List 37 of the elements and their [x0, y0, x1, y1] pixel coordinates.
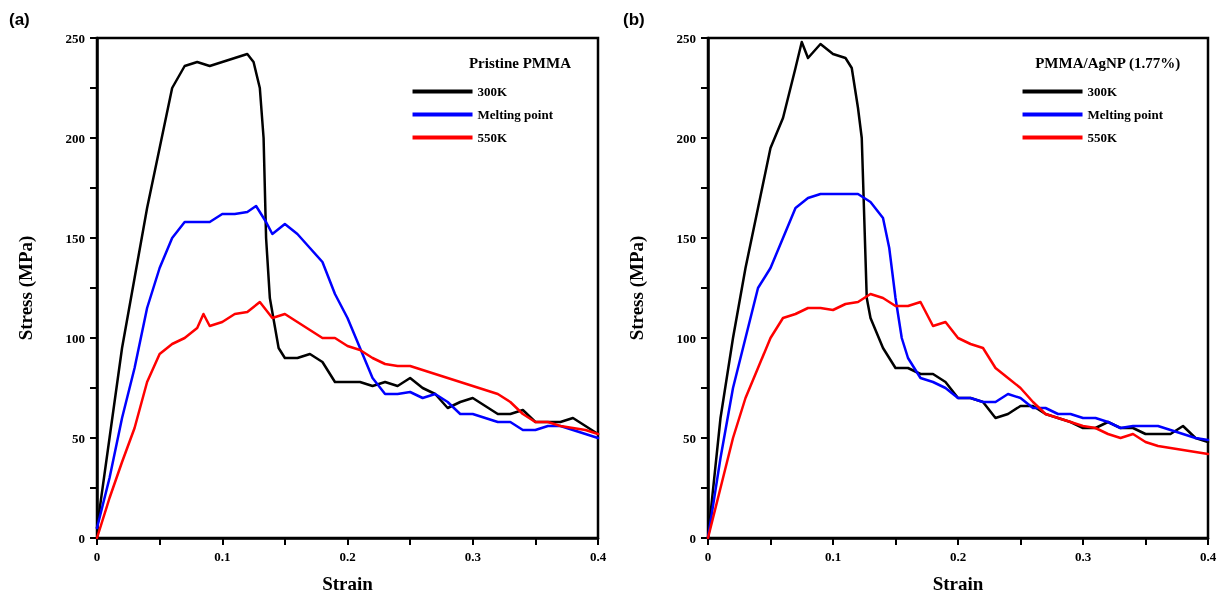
x-tick-label: 0.4	[1199, 549, 1217, 564]
x-axis-title: Strain	[932, 573, 984, 594]
y-tick-label: 0	[689, 530, 696, 546]
y-tick-label: 50	[72, 430, 85, 446]
legend-title: Pristine PMMA	[468, 54, 572, 71]
line-series	[95, 204, 600, 530]
y-tick-label: 150	[65, 230, 85, 246]
legend-label: 300K	[1087, 84, 1119, 99]
x-tick-label: 0	[93, 549, 101, 564]
x-tick-label: 0.2	[339, 549, 356, 564]
x-tick-label: 0.3	[1074, 549, 1092, 564]
y-axis-title: Stress (MPa)	[15, 235, 37, 341]
x-tick-label: 0.2	[949, 549, 967, 564]
y-tick-label: 100	[676, 330, 696, 346]
y-tick-label: 100	[65, 330, 85, 346]
legend-label: Melting point	[477, 107, 554, 122]
y-tick-label: 200	[676, 130, 696, 146]
y-tick-label: 250	[65, 30, 85, 46]
x-tick-label: 0.1	[824, 549, 842, 564]
y-tick-label: 150	[676, 230, 696, 246]
y-tick-label: 200	[65, 130, 85, 146]
text: (b)	[623, 10, 645, 29]
legend-label: 550K	[1087, 130, 1119, 145]
legend-label: 300K	[477, 84, 509, 99]
y-axis-title: Stress (MPa)	[626, 235, 648, 341]
legend-title: PMMA/AgNP (1.77%)	[1035, 54, 1181, 72]
y-tick-label: 250	[676, 30, 696, 46]
legend-label: 550K	[477, 130, 509, 145]
x-tick-label: 0.4	[589, 549, 607, 564]
text: (a)	[9, 10, 30, 29]
x-tick-label: 0.1	[214, 549, 231, 564]
x-tick-label: 0	[704, 549, 712, 564]
legend-label: Melting point	[1087, 107, 1164, 122]
y-tick-label: 0	[78, 530, 85, 546]
x-tick-label: 0.3	[464, 549, 482, 564]
x-axis-title: Strain	[322, 573, 374, 594]
y-tick-label: 50	[683, 430, 696, 446]
